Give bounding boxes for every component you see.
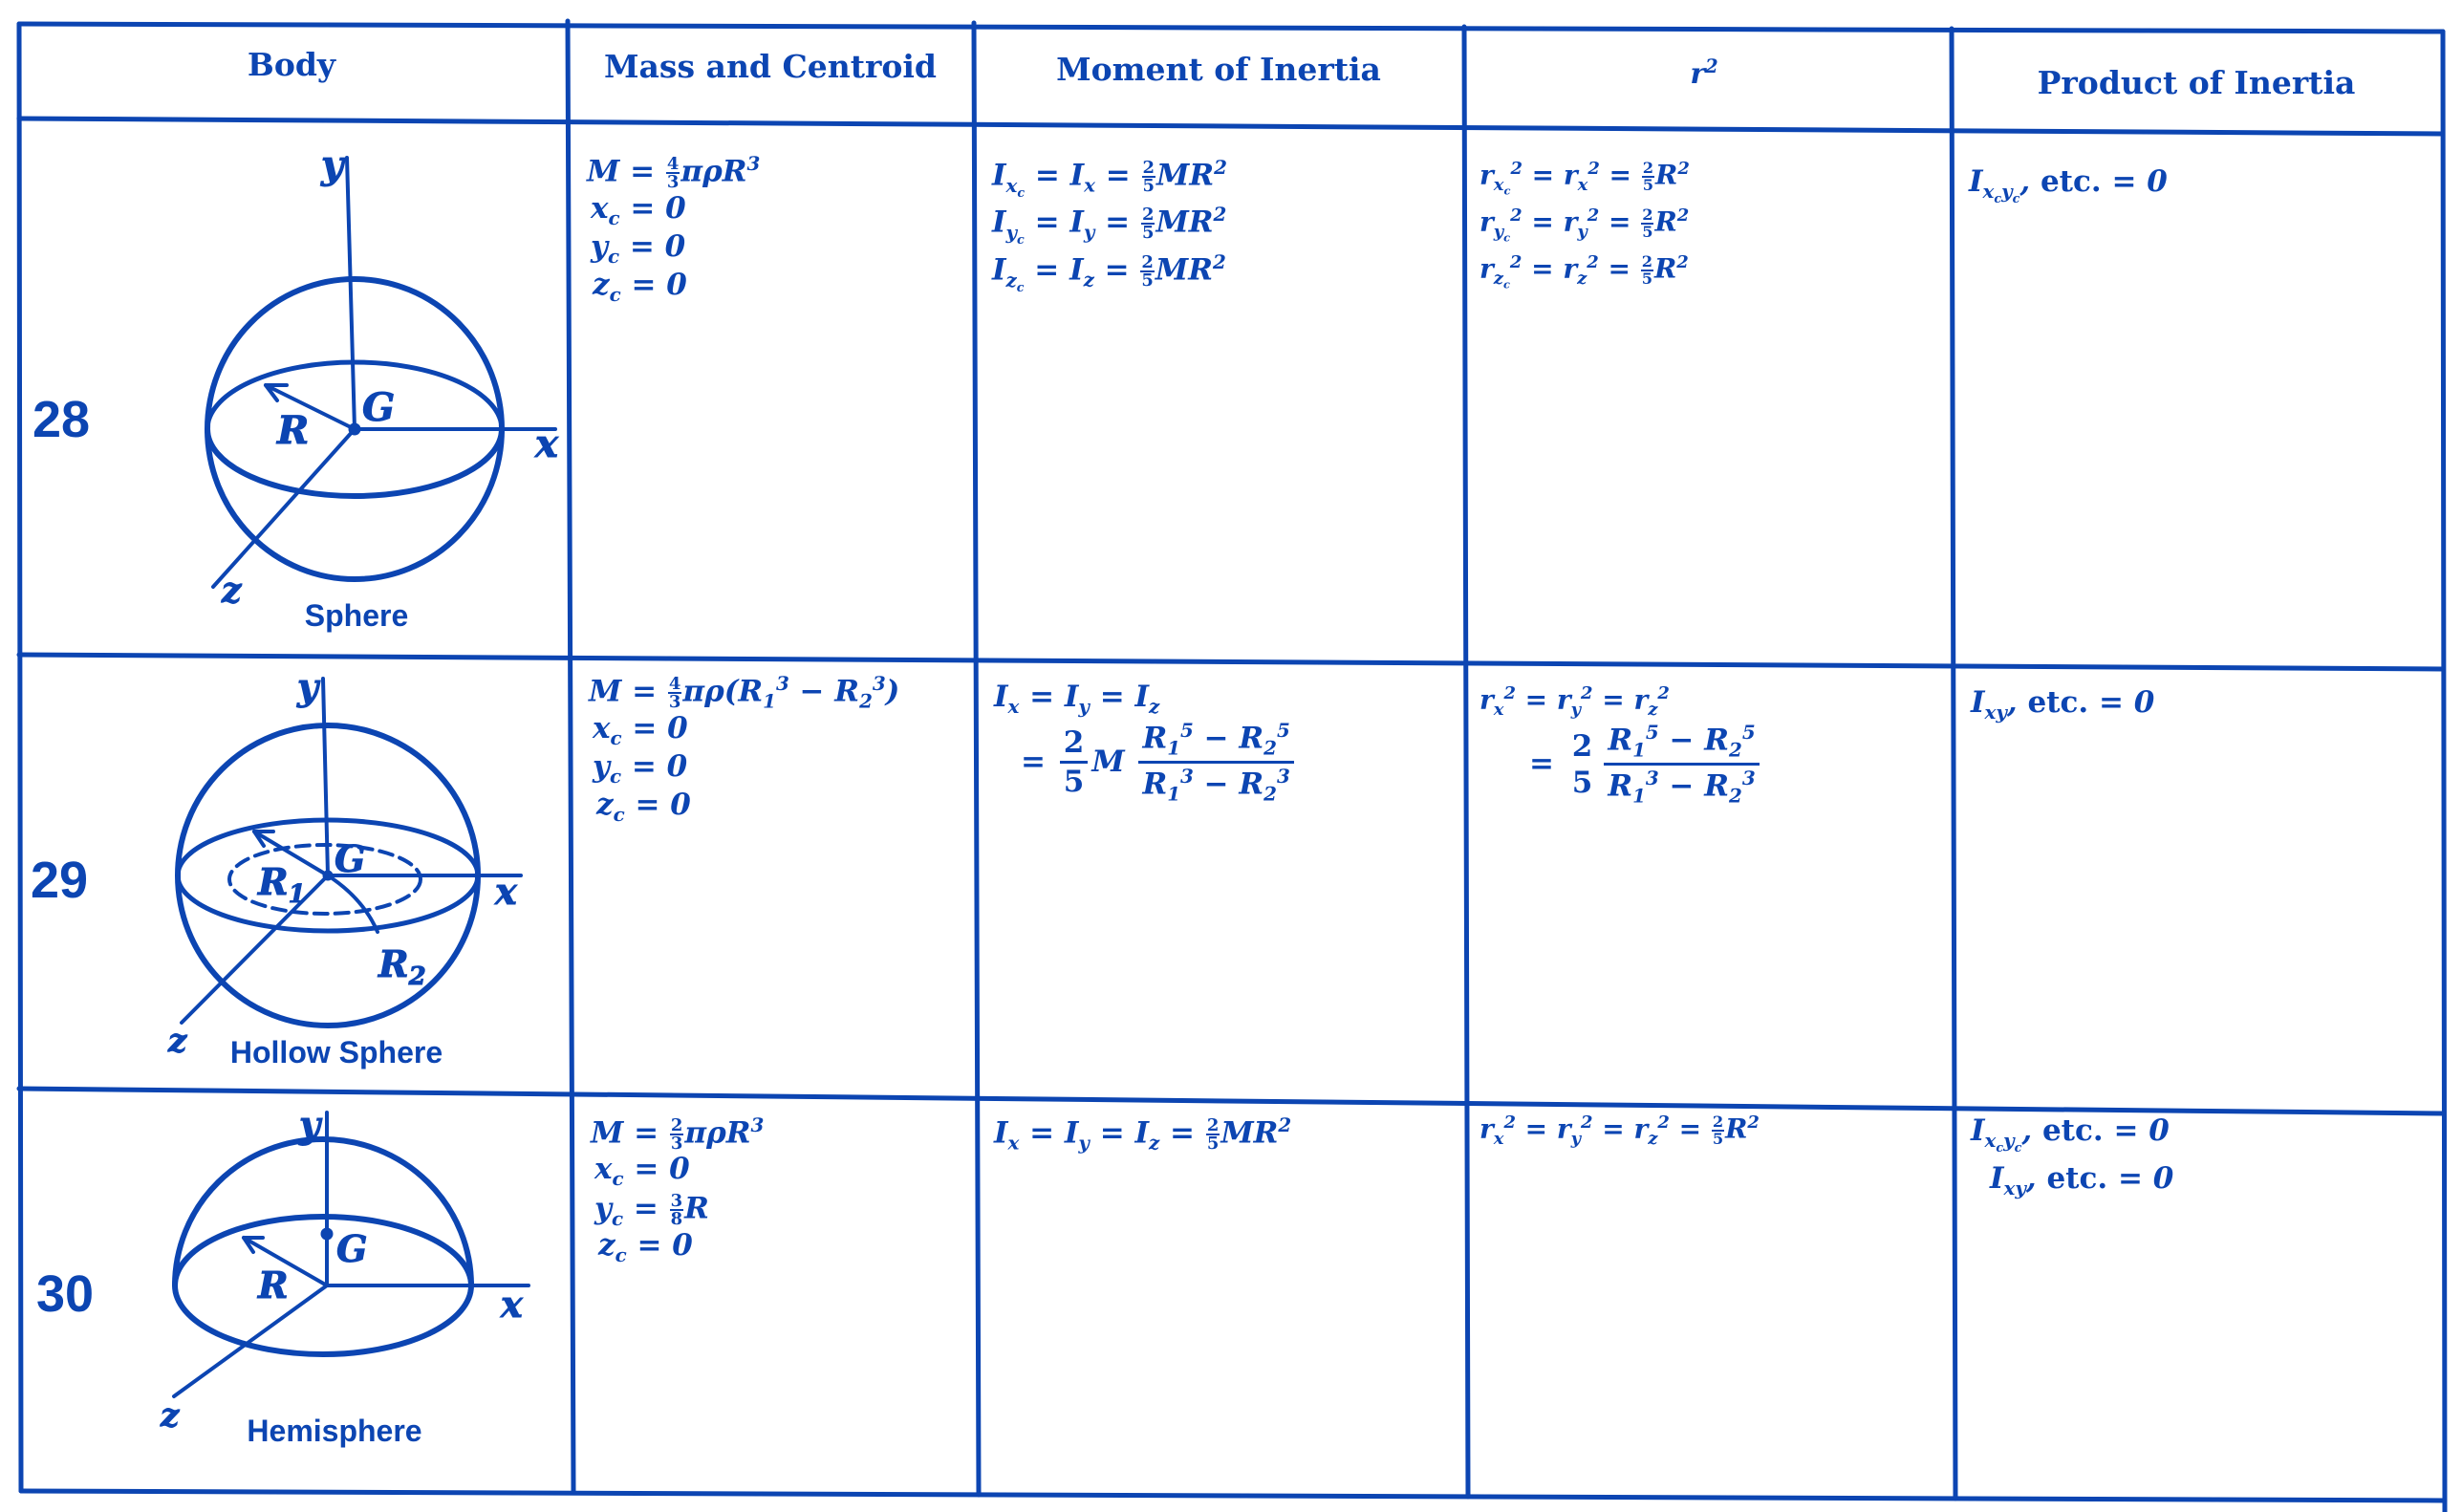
centroid-label: G xyxy=(362,385,395,430)
centroid-label: G xyxy=(335,837,365,880)
mass-formula: M = 2 3 πρR3 xyxy=(591,1113,765,1154)
product-formula: Ixy, etc. = 0 xyxy=(1971,685,2155,724)
header-product-of-inertia: Product of Inertia xyxy=(2037,64,2356,101)
radius-gyration-formula: rx2 = ry2 = rz2 = 2 5 R2 xyxy=(1479,1112,1760,1149)
sphere-diagram: y x z G R xyxy=(205,142,560,612)
radius-gyration-formula: rx2 = ry2 = rz2 xyxy=(1479,683,1670,720)
centroid-x: xc = 0 xyxy=(594,1152,690,1191)
hollow-sphere-diagram: y x z G R1 R2 xyxy=(167,665,523,1061)
product-formula: Ixcyc, etc. = 0 xyxy=(1969,164,2168,206)
row-number: 30 xyxy=(36,1265,95,1323)
product-formula: Ixy, etc. = 0 xyxy=(1990,1161,2174,1200)
header-r-squared: r2 xyxy=(1690,55,1718,91)
row-number: 28 xyxy=(32,391,91,448)
moment-formula: Ixc = Ix = 2 5 MR2 xyxy=(992,156,1227,200)
body-caption: Sphere xyxy=(304,598,409,633)
centroid-z: zc = 0 xyxy=(598,1228,693,1267)
z-axis-label: z xyxy=(160,1396,180,1435)
z-axis-label: z xyxy=(167,1022,187,1060)
body-caption: Hollow Sphere xyxy=(229,1035,443,1069)
moment-formula: Ix = Iy = Iz xyxy=(994,680,1160,719)
x-axis-label: x xyxy=(494,870,518,913)
radius-gyration-formula: rzc2 = rz2 = 2 5 R2 xyxy=(1479,252,1689,292)
x-axis-label: x xyxy=(500,1283,524,1326)
hemisphere-diagram: y x z G R xyxy=(160,1103,530,1436)
moment-formula: Iyc = Iy = 2 5 MR2 xyxy=(992,203,1227,247)
header-mass-centroid: Mass and Centroid xyxy=(604,48,937,85)
centroid-z: zc = 0 xyxy=(596,788,691,827)
product-formula: Ixcyc, etc. = 0 xyxy=(1971,1113,2170,1156)
centroid-y: yc = 0 xyxy=(593,749,688,788)
outer-radius-label: R2 xyxy=(378,942,426,991)
y-axis-label: y xyxy=(320,142,346,187)
header-moment-of-inertia: Moment of Inertia xyxy=(1056,51,1381,88)
body-caption: Hemisphere xyxy=(247,1414,422,1448)
y-axis-label: y xyxy=(298,1103,323,1146)
radius-gyration-formula: rxc2 = rx2 = 2 5 R2 xyxy=(1479,159,1690,198)
radius-gyration-fraction: = 2 5 R15 − R25 R13 − R23 xyxy=(1529,723,1763,807)
x-axis-label: x xyxy=(534,421,559,466)
centroid-x: xc = 0 xyxy=(593,711,688,750)
centroid-z: zc = 0 xyxy=(593,268,687,307)
radius-label: R xyxy=(257,1264,289,1307)
radius-gyration-formula: ryc2 = ry2 = 2 5 R2 xyxy=(1479,205,1690,245)
inner-radius-label: R1 xyxy=(257,860,306,909)
centroid-label: G xyxy=(336,1227,367,1270)
z-axis-label: z xyxy=(221,571,243,611)
header-body: Body xyxy=(247,46,336,83)
row-number: 29 xyxy=(31,852,89,909)
equals-sign: = xyxy=(1021,744,1046,779)
moment-formula: Ix = Iy = Iz = 2 5 MR2 xyxy=(994,1113,1292,1155)
table-grid xyxy=(16,18,2448,1512)
y-axis-label: y xyxy=(296,665,321,708)
moment-formula: Izc = Iz = 2 5 MR2 xyxy=(992,250,1226,294)
centroid-x: xc = 0 xyxy=(591,191,686,230)
radius-label: R xyxy=(276,408,309,453)
centroid-y: yc = 0 xyxy=(591,229,686,269)
mass-formula: M = 4 3 πρ(R13 − R23) xyxy=(589,672,900,713)
mass-formula: M = 4 3 πρR3 xyxy=(587,152,761,192)
